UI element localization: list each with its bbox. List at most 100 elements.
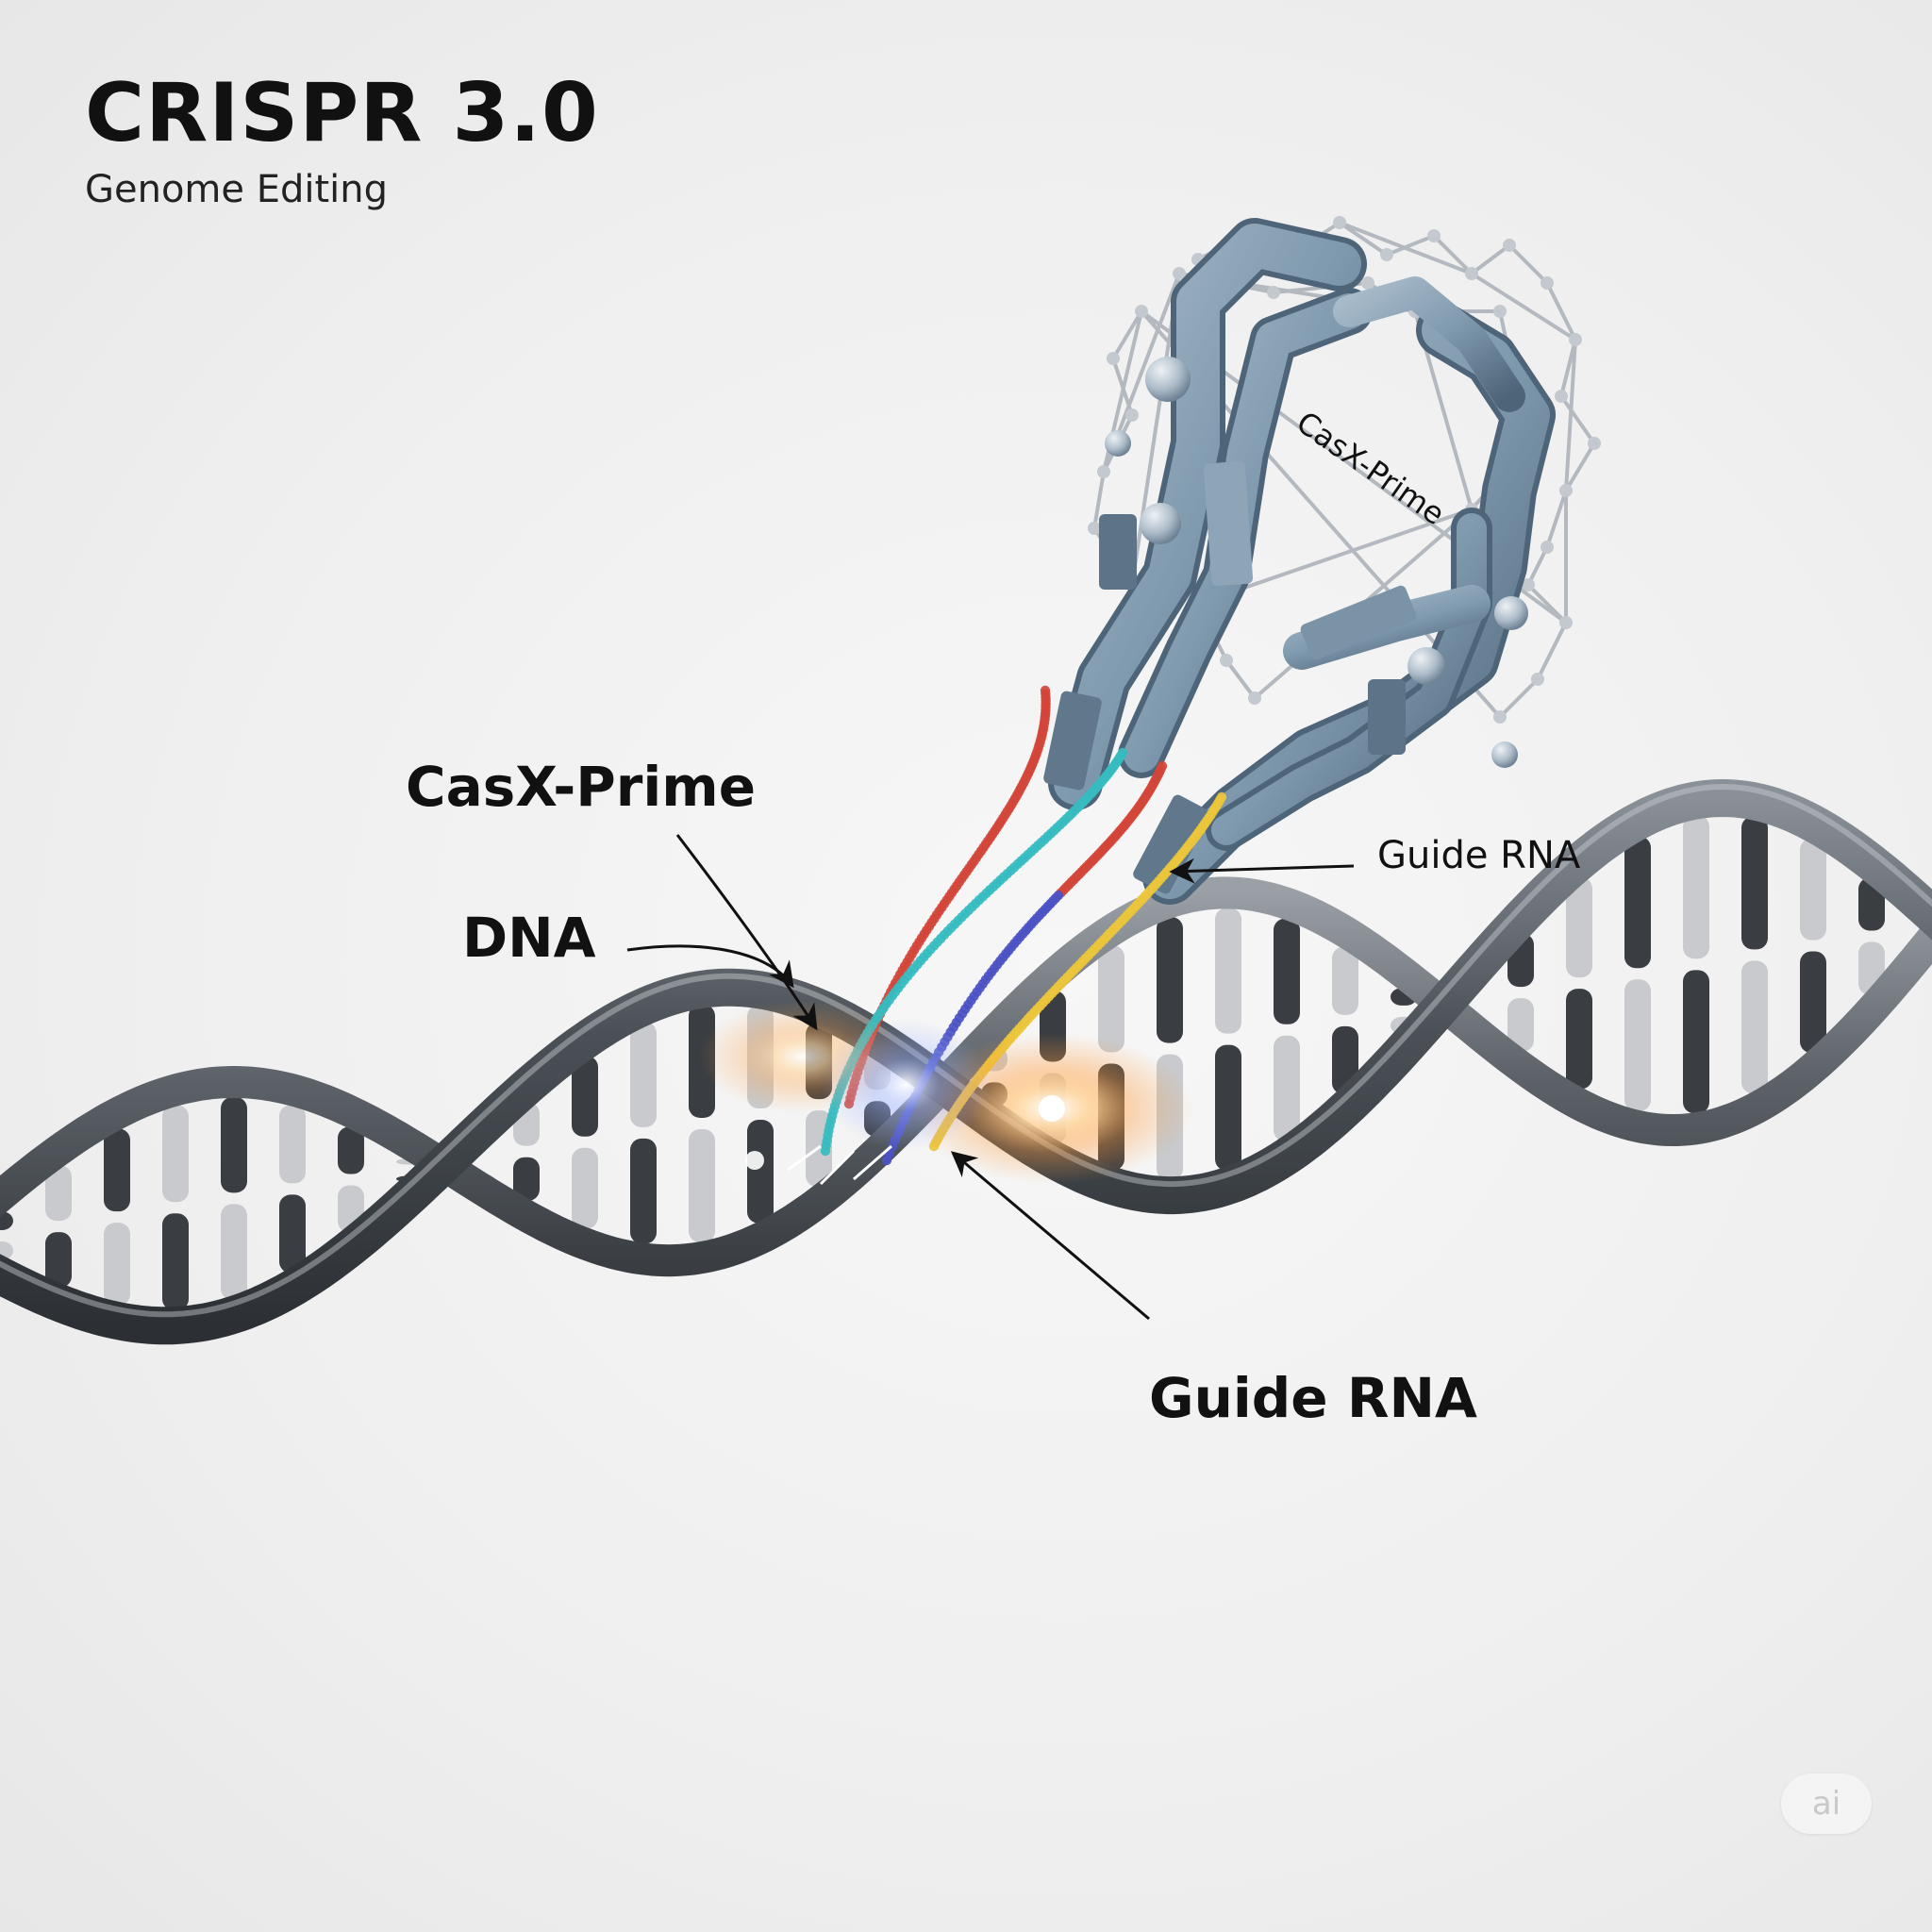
atom-bond [1564, 441, 1596, 492]
atom-node [1541, 276, 1554, 290]
atom-bond [1507, 243, 1549, 285]
atom-node [1569, 333, 1582, 346]
guide-rna-lower-arrow [950, 1151, 1150, 1321]
base-pair-half [221, 1204, 247, 1300]
page-subtitle: Genome Editing [85, 168, 389, 211]
atom-node [1380, 248, 1393, 261]
atom-node [1559, 616, 1573, 629]
casx-prime-arrow [675, 834, 818, 1031]
base-pair-half [1566, 876, 1592, 978]
base-pair-half [1624, 979, 1651, 1111]
rna-tail [819, 1149, 856, 1186]
atom-bond [1498, 677, 1540, 719]
dna-base-pairs [0, 815, 1885, 1311]
atom-node [1531, 673, 1544, 686]
protein-ribbons [1048, 218, 1556, 905]
atom-bond [1386, 234, 1435, 257]
base-pair-half [0, 1211, 13, 1230]
base-pair-half [1683, 970, 1709, 1114]
base-pair-half [689, 1128, 715, 1243]
base-pair-half [279, 1194, 306, 1274]
dna-label: DNA [462, 906, 596, 970]
atom-bond [1470, 272, 1577, 341]
base-pair-half [1800, 951, 1826, 1054]
base-pair-half [45, 1165, 72, 1222]
atom-bond [1339, 221, 1473, 275]
base-pair-half [513, 1157, 540, 1201]
atom-node [1427, 229, 1441, 242]
ai-badge-text: ai [1811, 1785, 1841, 1823]
protein-atoms [1105, 357, 1528, 768]
base-pair-half [1507, 998, 1534, 1052]
base-pair-half [630, 1022, 657, 1127]
base-pair-half [1741, 960, 1768, 1094]
base-pair-half [1215, 908, 1241, 1034]
atom-node [1588, 437, 1601, 450]
casx-prime-protein [1043, 216, 1601, 905]
base-pair-half [338, 1126, 364, 1174]
protein-sheet-blocks [1043, 461, 1417, 894]
atom-node [1541, 541, 1554, 554]
base-pair-half [162, 1105, 189, 1203]
atom-bond [1536, 622, 1568, 680]
base-pair-half [572, 1056, 598, 1137]
base-pair-half [1332, 946, 1358, 1015]
atom-bond [1111, 309, 1143, 360]
base-pair-half [1566, 989, 1592, 1090]
atom-bond [1526, 546, 1549, 586]
atom-bond [1564, 339, 1577, 491]
atom-node [1361, 276, 1374, 290]
base-pair-half [45, 1232, 72, 1288]
atom-bond [1224, 658, 1257, 700]
base-pair-half [1215, 1044, 1241, 1171]
rna-tail [853, 1144, 892, 1181]
base-pair-half [1800, 838, 1826, 941]
atom-node [1135, 305, 1148, 318]
atom-node [1267, 286, 1280, 299]
rna-nucleotide-bead [820, 1145, 831, 1157]
atom-node [1465, 267, 1478, 280]
atom-node [1107, 352, 1120, 365]
base-pair-half [1157, 917, 1183, 1043]
rna-nucleotide-bead [881, 1155, 892, 1166]
guide-rna-upper-label: Guide RNA [1377, 834, 1581, 877]
atom-node [1493, 305, 1507, 318]
base-pair-half [1098, 945, 1124, 1053]
ai-badge-icon: ai [1781, 1774, 1872, 1834]
base-pair-half [1741, 816, 1768, 950]
atom-node [1220, 654, 1233, 667]
guide-rna-lower-label: Guide RNA [1149, 1366, 1477, 1430]
protein-inline-label: CasX-Prime [1290, 404, 1451, 532]
guide-rna-upper-arrow [1169, 858, 1355, 884]
base-pair-half [1274, 1035, 1300, 1141]
base-pair-half [104, 1128, 130, 1212]
atom-bond [1338, 221, 1389, 257]
atom-node [1173, 267, 1186, 280]
page-title: CRISPR 3.0 [85, 66, 599, 160]
base-pair-half [1624, 836, 1651, 969]
base-pair-half [221, 1096, 247, 1193]
atom-bond [1559, 394, 1596, 445]
atom-node [1522, 578, 1535, 591]
guide-rna-strands [787, 685, 1227, 1186]
annotation-arrows [626, 834, 1355, 1321]
base-pair-half [630, 1138, 657, 1244]
base-pair-half [162, 1213, 189, 1311]
atom-bond [1432, 234, 1474, 275]
base-pair-half [1683, 815, 1709, 959]
atom-bond [1545, 282, 1577, 341]
atom-node [1248, 691, 1261, 705]
atom-node [1503, 239, 1516, 252]
atom-node [1559, 484, 1573, 497]
rna-tail [787, 1144, 822, 1172]
atom-node [1493, 710, 1507, 724]
dna-arrow [626, 944, 794, 989]
atom-bond [1545, 490, 1568, 548]
atom-node [1333, 216, 1346, 229]
cleavage-glow [698, 1000, 1193, 1184]
base-pair-half [279, 1105, 306, 1184]
atom-bond [1092, 471, 1106, 529]
atom-bond [1470, 243, 1511, 275]
base-pair-half [104, 1223, 130, 1306]
